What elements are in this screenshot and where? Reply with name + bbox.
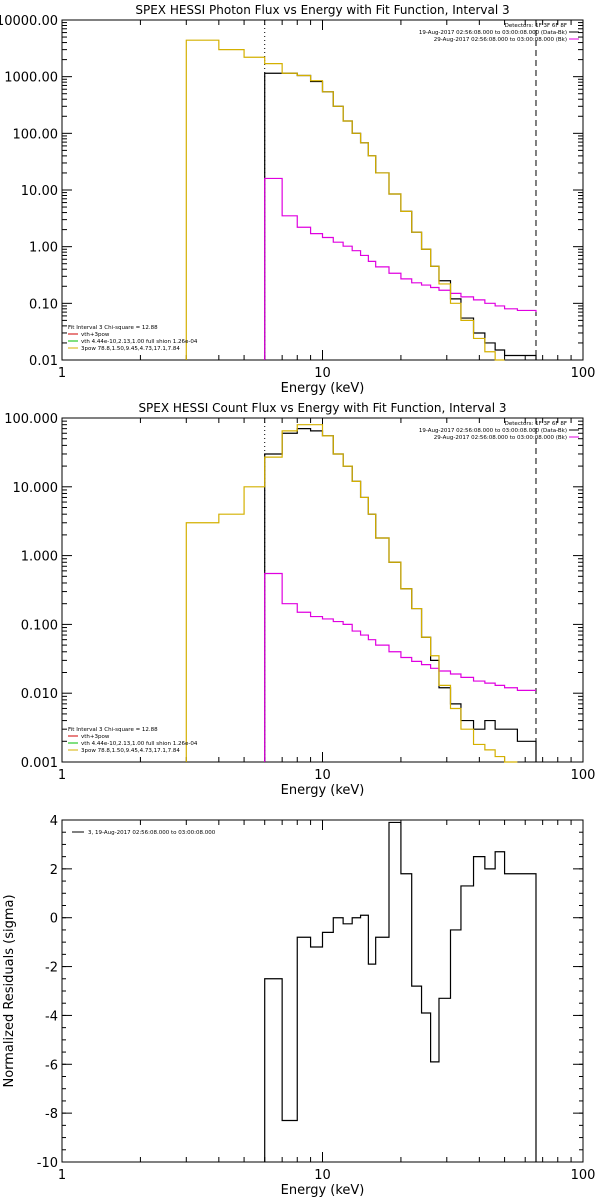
y-tick-label: 10.00 [21, 184, 58, 199]
x-axis-label: Energy (keV) [281, 381, 365, 396]
legend-entry: 29-Aug-2017 02:56:08.000 to 03:00:08.000… [434, 435, 567, 441]
series-black-step [264, 428, 537, 762]
x-tick-label: 10 [314, 1168, 331, 1183]
legend-entry: vth 4.44e-10,2.13,1.00 full shion 1.26e-… [81, 741, 198, 747]
series-yellow-step [185, 39, 505, 361]
chart-title: SPEX HESSI Count Flux vs Energy with Fit… [138, 401, 506, 415]
x-tick-label: 100 [571, 366, 596, 381]
series-magenta-step [264, 177, 537, 360]
legend-entry: 3pow 78.8,1.50,9.45,4.73,17.1,7.84 [81, 748, 180, 754]
chart-panel-1: SPEX HESSI Photon Flux vs Energy with Fi… [0, 3, 595, 396]
chart-title: SPEX HESSI Photon Flux vs Energy with Fi… [135, 3, 509, 17]
x-axis-label: Energy (keV) [281, 783, 365, 798]
x-tick-label: 100 [571, 768, 596, 783]
y-tick-label: -2 [45, 961, 58, 976]
legend-entry: Fit Interval 3 Chi-square = 12.88 [68, 727, 158, 733]
y-tick-label: -8 [45, 1107, 58, 1122]
y-tick-label: 1.000 [21, 550, 58, 565]
legend-entry: 29-Aug-2017 02:56:08.000 to 03:00:08.000… [434, 37, 567, 43]
series-magenta-step [264, 572, 536, 762]
y-tick-label: 0.010 [21, 687, 58, 702]
series-yellow-step [185, 424, 518, 763]
legend-entry: 3, 19-Aug-2017 02:56:08.000 to 03:00:08.… [88, 830, 216, 836]
legend-entry: 19-Aug-2017 02:56:08.000 to 03:00:08.000… [419, 30, 567, 36]
y-tick-label: 10.000 [13, 481, 59, 496]
y-tick-label: 0.01 [29, 354, 58, 369]
y-tick-label: 100.00 [13, 127, 59, 142]
y-tick-label: 0.100 [21, 618, 58, 633]
y-tick-label: 1000.00 [4, 71, 58, 86]
legend-entry: 3pow 78.8,1.50,9.45,4.73,17.1,7.84 [81, 346, 180, 352]
y-tick-label: -6 [45, 1058, 58, 1073]
y-tick-label: 0 [50, 912, 58, 927]
y-tick-label: -4 [45, 1009, 58, 1024]
legend-entry: vth+3pow [81, 332, 110, 338]
legend-entry: Detectors: 1F 3F 6F 8F [505, 421, 567, 427]
x-tick-label: 1 [58, 768, 66, 783]
x-axis-label: Energy (keV) [281, 1183, 365, 1198]
legend-entry: Detectors: 1F 3F 6F 8F [505, 23, 567, 29]
legend-entry: 19-Aug-2017 02:56:08.000 to 03:00:08.000… [419, 428, 567, 434]
chart-panel-2: SPEX HESSI Count Flux vs Energy with Fit… [4, 401, 595, 798]
y-tick-label: 10000.00 [0, 14, 58, 29]
legend-entry: Fit Interval 3 Chi-square = 12.88 [68, 325, 158, 331]
y-tick-label: -10 [37, 1156, 58, 1171]
x-tick-label: 1 [58, 366, 66, 381]
y-axis-label: Normalized Residuals (sigma) [2, 894, 17, 1087]
y-tick-label: 100.000 [4, 412, 58, 427]
x-tick-label: 10 [314, 768, 331, 783]
x-tick-label: 1 [58, 1168, 66, 1183]
series-black-step [264, 821, 537, 1162]
y-tick-label: 4 [50, 814, 58, 829]
legend-entry: vth 4.44e-10,2.13,1.00 full shion 1.26e-… [81, 339, 198, 345]
series-black-step [264, 72, 537, 360]
y-tick-label: 2 [50, 863, 58, 878]
legend-entry: vth+3pow [81, 734, 110, 740]
x-tick-label: 100 [571, 1168, 596, 1183]
y-tick-label: 0.10 [29, 297, 58, 312]
chart-panel-3: 1 10 100 -10 -8 -6 -4 -2 0 2 4 Energy (keV) Normaliz… [2, 814, 595, 1198]
y-tick-label: 1.00 [29, 241, 58, 256]
x-tick-label: 10 [314, 366, 331, 381]
plot-frame [61, 417, 584, 763]
y-tick-label: 0.001 [21, 756, 58, 771]
